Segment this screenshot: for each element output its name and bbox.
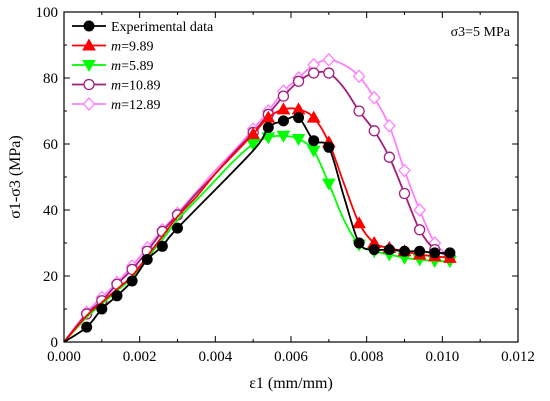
data-point-experimental-data xyxy=(429,247,441,259)
data-point-m-10-89 xyxy=(353,105,365,117)
data-point-m-5-89 xyxy=(321,178,336,191)
data-point-m-12-89 xyxy=(382,118,396,133)
x-tick-label: 0.008 xyxy=(350,349,384,365)
series-m-5-89 xyxy=(63,130,457,343)
data-point-m-5-89 xyxy=(291,134,306,147)
legend-label-variable: m xyxy=(111,79,121,94)
data-point-experimental-data xyxy=(262,122,274,133)
data-point-m-12-89 xyxy=(322,52,336,67)
data-point-m-10-89 xyxy=(368,125,380,137)
data-point-experimental-data xyxy=(172,222,183,234)
data-point-m-10-89 xyxy=(277,90,290,102)
series-line-m-5-89 xyxy=(63,134,450,343)
legend-item-experimental-data: Experimental data xyxy=(72,20,214,35)
confining-pressure-annotation: σ3=5 MPa xyxy=(451,25,511,40)
legend-label-value: Experimental data xyxy=(111,20,214,35)
y-axis-title: σ1-σ3 (MPa) xyxy=(7,135,24,218)
data-point-m-10-89 xyxy=(413,224,426,236)
legend-label-value: =5.89 xyxy=(121,59,153,74)
y-tick-label: 60 xyxy=(43,137,58,153)
legend-item-m-9-89: m=9.89 xyxy=(72,38,154,55)
y-tick-label: 0 xyxy=(51,335,59,351)
series-line-experimental-data xyxy=(63,115,450,343)
data-point-experimental-data xyxy=(111,290,123,302)
data-point-m-5-89 xyxy=(276,130,291,143)
legend-marker-m-10-89 xyxy=(83,78,95,91)
data-point-experimental-data xyxy=(293,112,305,124)
legend-label-value: =10.89 xyxy=(121,79,160,94)
data-point-experimental-data xyxy=(444,247,456,259)
x-tick-label: 0.000 xyxy=(47,349,81,365)
y-tick-label: 80 xyxy=(43,71,58,87)
x-tick-label: 0.004 xyxy=(198,349,232,365)
x-tick-label: 0.002 xyxy=(123,349,157,365)
legend-marker-experimental-data xyxy=(83,20,95,32)
legend-item-m-12-89: m=12.89 xyxy=(72,97,161,113)
data-point-experimental-data xyxy=(156,240,168,252)
data-point-experimental-data xyxy=(126,275,138,287)
legend-label-variable: m xyxy=(111,98,121,113)
legend: Experimental datam=9.89m=5.89m=10.89m=12… xyxy=(72,20,214,113)
legend-label-value: =12.89 xyxy=(121,98,160,113)
legend-label-variable: m xyxy=(111,59,121,74)
data-point-m-9-89 xyxy=(246,127,261,140)
data-point-m-12-89 xyxy=(413,203,427,217)
data-point-experimental-data xyxy=(308,135,320,147)
legend-marker-m-9-89 xyxy=(82,38,96,51)
data-point-m-12-89 xyxy=(398,163,411,178)
x-tick-label: 0.006 xyxy=(274,349,308,365)
data-point-m-10-89 xyxy=(308,67,320,79)
data-point-experimental-data xyxy=(277,115,289,127)
x-axis-title: ε1 (mm/mm) xyxy=(249,375,333,392)
legend-item-m-10-89: m=10.89 xyxy=(72,79,161,94)
legend-label-variable: m xyxy=(111,40,121,55)
data-point-m-10-89 xyxy=(323,67,335,79)
data-point-m-9-89 xyxy=(306,110,321,123)
legend-marker-m-12-89 xyxy=(82,97,96,111)
axis-ticks: 0.000 0.002 0.004 0.006 0.008 0.010 0.012 0 20 40… xyxy=(36,5,535,365)
y-tick-label: 100 xyxy=(36,5,59,21)
legend-item-m-5-89: m=5.89 xyxy=(72,59,154,74)
data-point-m-10-89 xyxy=(398,187,411,200)
x-tick-label: 0.012 xyxy=(501,349,535,365)
data-point-m-10-89 xyxy=(81,308,93,320)
data-point-m-5-89 xyxy=(306,145,321,158)
data-point-m-10-89 xyxy=(292,75,305,87)
data-point-experimental-data xyxy=(399,245,410,257)
data-point-experimental-data xyxy=(141,254,153,265)
series-experimental-data xyxy=(63,112,456,343)
y-tick-label: 20 xyxy=(43,269,58,285)
data-point-m-12-89 xyxy=(352,69,366,84)
legend-label-value: =9.89 xyxy=(121,40,153,55)
legend-label-experimental-data: Experimental data xyxy=(111,20,214,35)
legend-label-m-9-89: m=9.89 xyxy=(111,40,154,55)
legend-label-m-10-89: m=10.89 xyxy=(111,79,161,94)
y-tick-label: 40 xyxy=(43,203,58,219)
series-m-9-89 xyxy=(63,102,457,343)
data-point-m-10-89 xyxy=(383,151,396,163)
legend-label-m-5-89: m=5.89 xyxy=(111,59,154,74)
data-point-m-9-89 xyxy=(352,216,366,229)
data-point-experimental-data xyxy=(353,237,365,249)
legend-marker-m-5-89 xyxy=(82,60,96,73)
data-point-m-12-89 xyxy=(367,90,381,105)
data-point-experimental-data xyxy=(414,245,426,257)
x-tick-label: 0.010 xyxy=(425,349,459,365)
data-point-m-9-89 xyxy=(276,102,291,115)
data-point-m-5-89 xyxy=(246,139,261,152)
data-point-experimental-data xyxy=(323,141,335,153)
data-point-experimental-data xyxy=(368,244,380,256)
data-point-experimental-data xyxy=(81,321,93,333)
data-point-experimental-data xyxy=(383,244,395,256)
data-point-experimental-data xyxy=(96,303,108,315)
plot-area xyxy=(63,52,457,343)
legend-label-m-12-89: m=12.89 xyxy=(111,98,161,113)
